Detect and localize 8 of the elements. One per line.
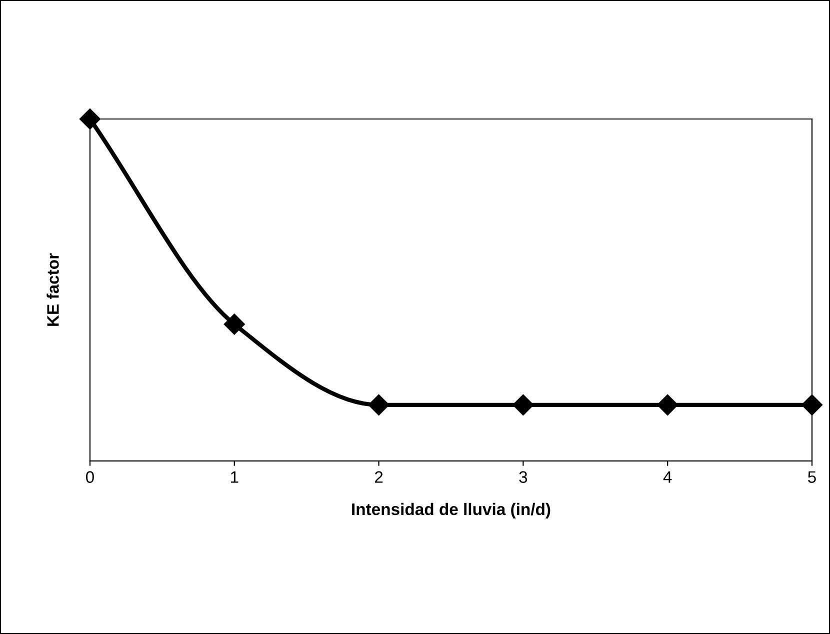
x-tick-label: 3 [519, 471, 528, 483]
x-tick-label: 2 [374, 471, 383, 483]
x-tick-label: 4 [663, 471, 672, 483]
x-tick-label: 1 [231, 471, 238, 483]
x-tick-label: 5 [808, 471, 816, 483]
x-tick-label: 0 [86, 471, 94, 483]
y-axis-title: KE factor [46, 253, 59, 326]
x-axis-title: Intensidad de lluvia (in/d) [352, 502, 550, 518]
